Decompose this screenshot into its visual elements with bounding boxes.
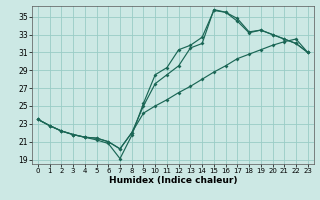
X-axis label: Humidex (Indice chaleur): Humidex (Indice chaleur) xyxy=(108,176,237,185)
